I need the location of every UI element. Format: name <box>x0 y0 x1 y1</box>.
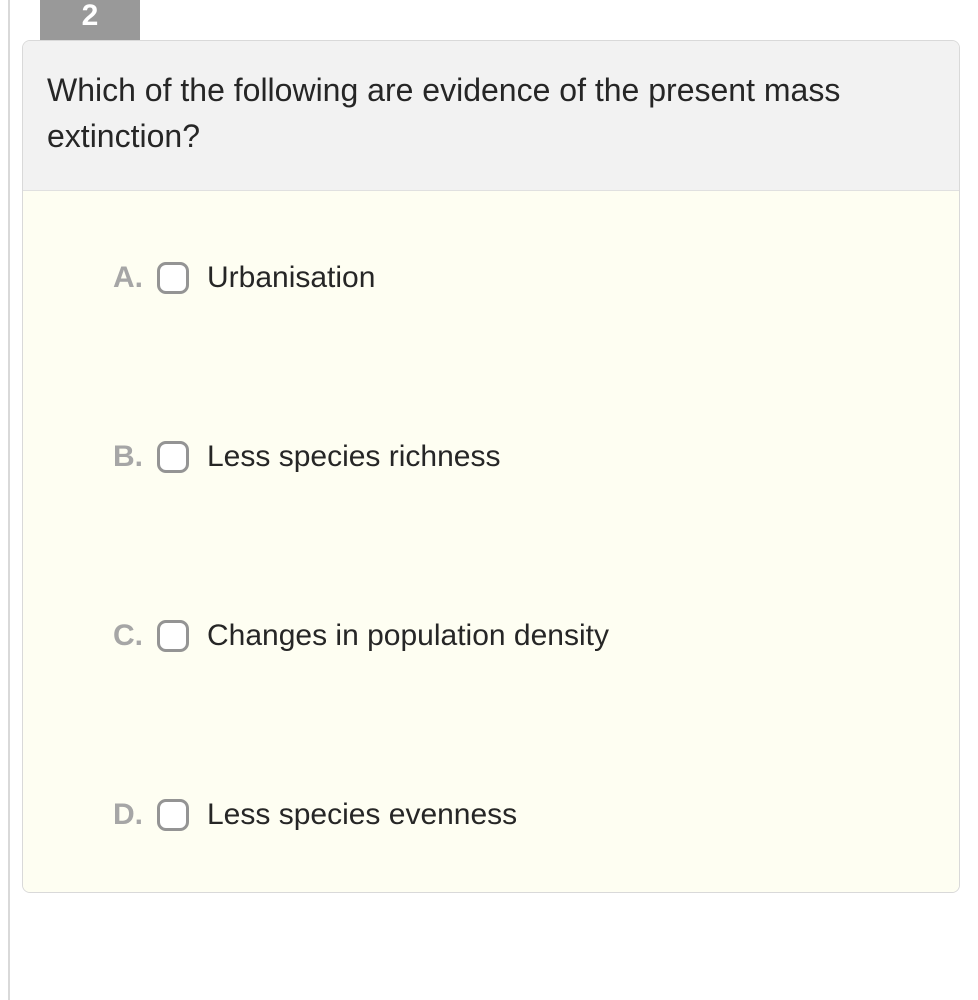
option-row-d: D. Less species evenness <box>113 798 929 832</box>
option-label[interactable]: Less species richness <box>207 440 500 474</box>
option-label[interactable]: Urbanisation <box>207 261 375 295</box>
option-letter: D. <box>113 798 157 832</box>
question-number: 2 <box>82 0 99 32</box>
option-label[interactable]: Changes in population density <box>207 619 609 653</box>
question-text: Which of the following are evidence of t… <box>47 67 935 160</box>
checkbox-b[interactable] <box>157 441 189 473</box>
option-letter: A. <box>113 261 157 295</box>
checkbox-a[interactable] <box>157 262 189 294</box>
quiz-container: 2 Which of the following are evidence of… <box>8 0 978 1000</box>
option-label[interactable]: Less species evenness <box>207 798 517 832</box>
question-card: Which of the following are evidence of t… <box>22 40 960 893</box>
option-row-b: B. Less species richness <box>113 440 929 474</box>
checkbox-c[interactable] <box>157 620 189 652</box>
question-number-tab: 2 <box>40 0 140 40</box>
option-letter: B. <box>113 440 157 474</box>
option-row-a: A. Urbanisation <box>113 261 929 295</box>
question-header: Which of the following are evidence of t… <box>23 41 959 191</box>
checkbox-d[interactable] <box>157 799 189 831</box>
option-letter: C. <box>113 619 157 653</box>
option-row-c: C. Changes in population density <box>113 619 929 653</box>
options-area: A. Urbanisation B. Less species richness… <box>23 191 959 892</box>
